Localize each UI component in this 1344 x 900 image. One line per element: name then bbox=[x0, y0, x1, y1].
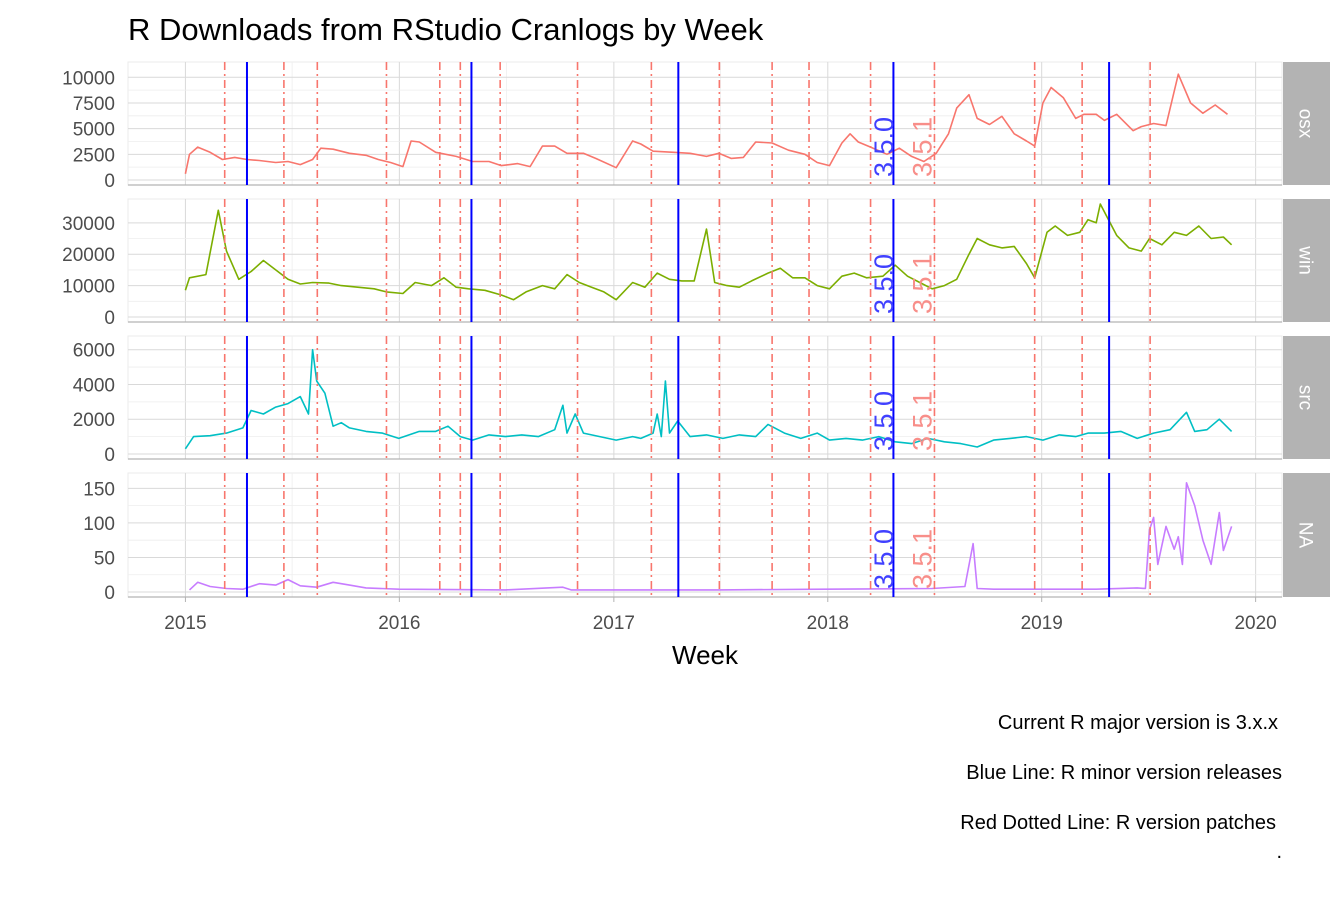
facet-strip-label: NA bbox=[1295, 522, 1316, 549]
version-label: 3.5.0 bbox=[869, 391, 899, 451]
version-label: 3.5.0 bbox=[869, 117, 899, 177]
x-tick-label: 2019 bbox=[1021, 613, 1063, 634]
version-label: 3.5.1 bbox=[908, 529, 938, 589]
panel-NA: 0 50 100 150 3.5.0 3.5.1 NA bbox=[83, 472, 1330, 604]
y-tick-label: 50 bbox=[94, 548, 115, 569]
x-tick-label: 2016 bbox=[378, 613, 420, 634]
panel-background bbox=[127, 335, 1283, 460]
caption-line-4: . bbox=[1276, 841, 1282, 863]
version-label: 3.5.1 bbox=[908, 117, 938, 177]
x-tick-label: 2020 bbox=[1234, 613, 1276, 634]
y-tick-label: 0 bbox=[104, 583, 115, 604]
facet-strip bbox=[1283, 199, 1330, 322]
panel-background bbox=[127, 472, 1283, 598]
y-tick-label: 10000 bbox=[62, 68, 115, 89]
series-line-win bbox=[184, 203, 1233, 301]
facet-strip-label: osx bbox=[1295, 109, 1316, 139]
y-tick-label: 6000 bbox=[73, 341, 115, 362]
panel-win: 0 10000 20000 30000 3.5.0 3.5.1 win bbox=[62, 198, 1330, 329]
caption-line-1: Current R major version is 3.x.x bbox=[998, 712, 1278, 734]
x-tick-label: 2015 bbox=[164, 613, 206, 634]
facet-strip bbox=[1283, 62, 1330, 185]
caption-line-3: Red Dotted Line: R version patches bbox=[960, 812, 1276, 834]
y-tick-label: 7500 bbox=[73, 94, 115, 115]
panel-background bbox=[127, 61, 1283, 186]
series-line-src bbox=[184, 348, 1233, 450]
y-tick-label: 4000 bbox=[73, 375, 115, 396]
caption-line-2: Blue Line: R minor version releases bbox=[966, 762, 1282, 784]
version-label: 3.5.1 bbox=[908, 254, 938, 314]
y-tick-label: 2000 bbox=[73, 410, 115, 431]
y-tick-label: 100 bbox=[83, 514, 115, 535]
facet-strip-label: src bbox=[1295, 385, 1316, 410]
version-label: 3.5.1 bbox=[908, 391, 938, 451]
y-tick-label: 0 bbox=[104, 445, 115, 466]
facet-strip-label: win bbox=[1295, 245, 1316, 275]
y-tick-label: 30000 bbox=[62, 214, 115, 235]
panel-src: 0 2000 4000 6000 3.5.0 3.5.1 src bbox=[73, 335, 1330, 466]
facet-strip bbox=[1283, 336, 1330, 459]
y-tick-label: 10000 bbox=[62, 277, 115, 298]
y-tick-label: 2500 bbox=[73, 145, 115, 166]
x-tick-label: 2018 bbox=[807, 613, 849, 634]
y-tick-label: 20000 bbox=[62, 245, 115, 266]
y-tick-label: 0 bbox=[104, 171, 115, 192]
y-tick-label: 150 bbox=[83, 479, 115, 500]
y-tick-label: 0 bbox=[104, 308, 115, 329]
panel-osx: 0 2500 5000 7500 10000 3.5.0 3.5.1 osx bbox=[62, 61, 1330, 192]
y-tick-label: 5000 bbox=[73, 120, 115, 141]
chart-title: R Downloads from RStudio Cranlogs by Wee… bbox=[128, 12, 764, 47]
x-tick-label: 2017 bbox=[593, 613, 635, 634]
x-axis-label: Week bbox=[672, 640, 739, 670]
version-label: 3.5.0 bbox=[869, 529, 899, 589]
facet-strip bbox=[1283, 473, 1330, 597]
series-line-osx bbox=[184, 73, 1228, 174]
x-axis: 2015 2016 2017 2018 2019 2020 bbox=[164, 597, 1277, 634]
version-label: 3.5.0 bbox=[869, 254, 899, 314]
